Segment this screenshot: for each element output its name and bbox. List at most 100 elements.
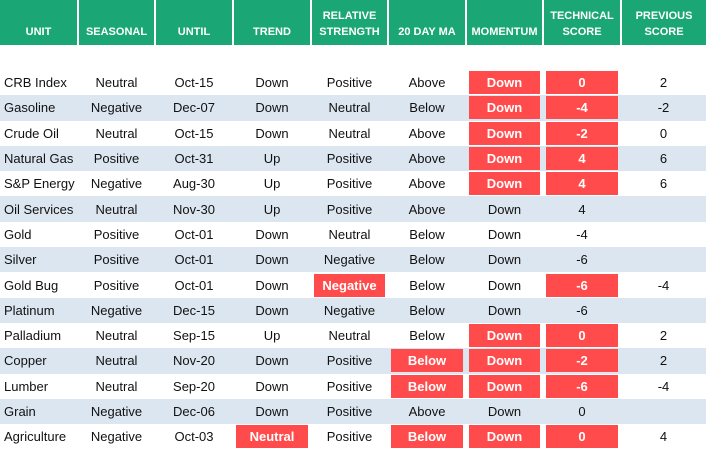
table-cell: Below: [388, 323, 466, 348]
cell-value: Sep-15: [173, 328, 215, 344]
table-cell: Positive: [311, 348, 388, 373]
table-cell: -6: [543, 374, 621, 399]
table-cell: 0: [543, 70, 621, 95]
cell-value: 6: [659, 151, 668, 167]
cell-value: Dec-06: [173, 404, 215, 419]
cell-value: Agriculture: [4, 429, 67, 445]
table-cell: -6: [543, 247, 621, 272]
cell-value: Oct-31: [174, 151, 214, 167]
table-cell: -6: [543, 298, 621, 323]
table-cell: Oct-15: [155, 70, 233, 95]
table-cell: 6: [621, 146, 706, 171]
table-cell: Above: [388, 70, 466, 95]
column-header: SEASONAL: [77, 0, 155, 45]
cell-value: Down: [255, 378, 289, 394]
table-cell: Aug-30: [155, 171, 233, 196]
table-cell: Neutral: [78, 348, 155, 373]
table-cell: -4: [621, 272, 706, 297]
table-cell: Down: [466, 70, 543, 95]
table-row: CRB Index Neutral Oct-15 Down Positive Above D…: [0, 70, 706, 95]
column-header: 20 DAY MA: [387, 0, 466, 45]
table-cell: Neutral: [78, 121, 155, 146]
cell-value: Down: [255, 404, 289, 419]
highlighted-value: Down: [469, 349, 540, 373]
table-cell: Below: [388, 95, 466, 120]
table-cell: Lumber: [0, 374, 78, 399]
table-cell: -6: [543, 272, 621, 297]
table-cell: Above: [388, 196, 466, 221]
table-cell: Positive: [311, 171, 388, 196]
table-cell: Oct-03: [155, 424, 233, 449]
cell-value: 2: [659, 328, 668, 344]
table-row: Agriculture Negative Oct-03 Neutral Positive…: [0, 424, 706, 449]
cell-value: Palladium: [4, 328, 62, 344]
cell-value: Above: [408, 151, 446, 167]
cell-value: Down: [255, 75, 289, 91]
table-cell: Down: [466, 424, 543, 449]
cell-value: Neutral: [328, 100, 371, 116]
table-cell: Negative: [78, 171, 155, 196]
table-cell: 0: [621, 121, 706, 146]
cell-value: Up: [263, 176, 281, 192]
cell-value: Positive: [326, 404, 373, 419]
table-row: S&P Energy Negative Aug-30 Up Positive Above D…: [0, 171, 706, 196]
table-cell: Down: [466, 121, 543, 146]
cell-value: Above: [408, 404, 446, 419]
cell-value: Gasoline: [4, 100, 56, 116]
highlighted-value: Below: [391, 374, 463, 398]
column-header: RELATIVE STRENGTH: [310, 0, 388, 45]
table-cell: Up: [233, 196, 311, 221]
table-cell: Down: [466, 95, 543, 120]
table-cell: Silver: [0, 247, 78, 272]
cell-value: Below: [409, 328, 445, 344]
cell-value: Natural Gas: [4, 151, 74, 167]
highlighted-value: -4: [546, 96, 618, 120]
cell-value: Oct-15: [174, 75, 214, 91]
cell-value: 2: [659, 75, 668, 91]
table-row: Gold Positive Oct-01 Down Neutral Below Down -4: [0, 222, 706, 247]
table-cell: 2: [621, 70, 706, 95]
table-cell: Down: [233, 399, 311, 424]
cell-value: Neutral: [328, 226, 371, 242]
table-cell: Negative: [311, 247, 388, 272]
column-header: TECHNICAL SCORE: [542, 0, 621, 45]
table-cell: Down: [233, 70, 311, 95]
table-cell: Positive: [78, 222, 155, 247]
table-cell: -4: [543, 95, 621, 120]
table-row: Natural Gas Positive Oct-31 Up Positive Above…: [0, 145, 706, 172]
table-cell: Positive: [311, 424, 388, 449]
table-cell: Gold: [0, 222, 78, 247]
table-cell: Above: [388, 121, 466, 146]
highlighted-value: 4: [546, 172, 618, 196]
cell-value: Down: [487, 404, 522, 419]
cell-value: 4: [578, 201, 586, 217]
cell-value: Dec-15: [173, 302, 215, 318]
table-cell: [621, 222, 706, 247]
table-cell: Oct-01: [155, 247, 233, 272]
cell-value: Platinum: [4, 302, 55, 318]
table-cell: Oct-01: [155, 272, 233, 297]
cell-value: -6: [576, 252, 588, 268]
cell-value: Sep-20: [173, 378, 215, 394]
cell-value: Neutral: [95, 201, 138, 217]
cell-value: Copper: [4, 353, 47, 369]
table-cell: Up: [233, 146, 311, 171]
highlighted-value: Below: [391, 349, 463, 373]
cell-value: Down: [487, 277, 522, 293]
table-cell: Negative: [311, 272, 388, 297]
table-cell: Dec-07: [155, 95, 233, 120]
cell-value: Negative: [90, 100, 143, 116]
cell-value: Positive: [326, 176, 373, 192]
table-cell: Negative: [78, 424, 155, 449]
table-cell: Positive: [311, 374, 388, 399]
table-cell: Positive: [311, 70, 388, 95]
table-cell: Oct-15: [155, 121, 233, 146]
column-header: TREND: [232, 0, 311, 45]
table-cell: 6: [621, 171, 706, 196]
cell-value: 2: [659, 353, 668, 369]
highlighted-value: Down: [469, 147, 540, 171]
highlighted-value: Down: [469, 324, 540, 348]
cell-value: Below: [409, 100, 445, 116]
table-cell: Neutral: [78, 196, 155, 221]
table-row: Silver Positive Oct-01 Down Negative Below Dow…: [0, 247, 706, 273]
